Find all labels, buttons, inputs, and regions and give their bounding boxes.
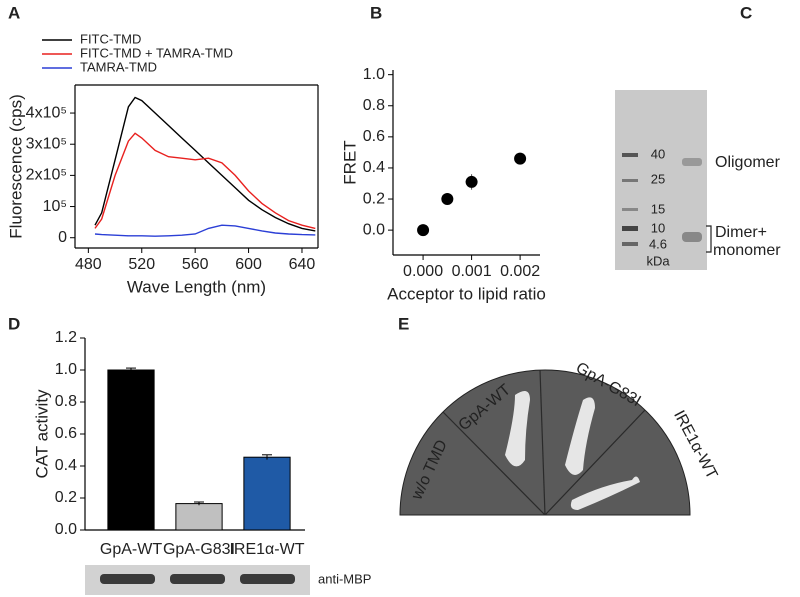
y-tick-label: 0.6 (55, 425, 77, 442)
panel-letter: E (398, 314, 409, 333)
line-series (94, 224, 316, 237)
unit-label: kDa (646, 253, 670, 268)
panel-letter: B (370, 3, 382, 22)
y-tick-label: 0.0 (55, 521, 77, 538)
legend-label: FITC-TMD + TAMRA-TMD (80, 45, 233, 60)
colony (505, 391, 530, 467)
marker-band (622, 208, 638, 211)
y-tick-label: 1.0 (363, 66, 385, 83)
y-tick-label: 1.0 (55, 361, 77, 378)
x-tick-label: GpA-G83I (163, 541, 235, 558)
y-tick-label: 0 (58, 229, 67, 246)
point (417, 224, 430, 237)
point (441, 193, 454, 206)
gel-bands (622, 153, 702, 246)
y-tick-label: 0.0 (363, 221, 385, 238)
x-axis-label: Acceptor to lipid ratio (387, 284, 546, 303)
x-axis-label: Wave Length (nm) (127, 277, 266, 296)
point (465, 175, 478, 188)
bracket (706, 225, 712, 253)
x-tick-label: 560 (182, 256, 209, 273)
marker-label: 40 (651, 146, 665, 161)
panel-letter: C (740, 3, 752, 22)
y-tick-label: 0.2 (363, 190, 385, 207)
line-series (94, 132, 316, 230)
blot-band (170, 574, 225, 584)
sector-lines (442, 369, 646, 516)
x-tick-label: 520 (128, 256, 155, 273)
legend-label: TAMRA-TMD (80, 59, 157, 74)
y-tick-label: 0.6 (363, 128, 385, 145)
point (514, 152, 527, 165)
y-tick-label: 0.4 (55, 457, 77, 474)
marker-label: 4.6 (649, 236, 667, 251)
bar (243, 456, 291, 531)
band-label: monomer (713, 242, 781, 259)
line-series (94, 96, 316, 232)
marker-label: 15 (651, 201, 665, 216)
x-tick-label: GpA-WT (100, 541, 162, 558)
marker-label: 25 (651, 171, 665, 186)
x-tick-label: 600 (235, 256, 262, 273)
marker-label: 10 (651, 220, 665, 235)
y-tick-label: 10⁵ (43, 198, 67, 215)
y-tick-label: 3x10⁵ (26, 135, 67, 152)
legend-label: FITC-TMD (80, 31, 141, 46)
marker-band (622, 226, 638, 231)
y-axis-label: FRET (340, 140, 359, 184)
y-tick-label: 0.2 (55, 489, 77, 506)
bar (107, 369, 155, 531)
x-tick-label: 0.002 (500, 263, 540, 280)
x-tick-label: 0.001 (452, 263, 492, 280)
band-label: Oligomer (715, 154, 781, 171)
panel-letter: D (8, 314, 20, 333)
x-tick-label: IRE1α-WT (229, 541, 304, 558)
y-tick-label: 1.2 (55, 329, 77, 346)
blot-label: anti-MBP (318, 571, 371, 586)
colony (565, 397, 595, 475)
panel-letter: A (8, 3, 20, 22)
blot-band (240, 574, 295, 584)
y-axis-label: CAT activity (32, 389, 51, 479)
y-tick-label: 0.8 (363, 97, 385, 114)
y-tick-label: 0.8 (55, 393, 77, 410)
marker-band (622, 179, 638, 182)
blot-band (100, 574, 155, 584)
y-tick-label: 0.4 (363, 159, 385, 176)
marker-band (622, 242, 638, 246)
x-tick-label: 0.000 (403, 263, 443, 280)
x-tick-label: 480 (75, 256, 102, 273)
y-tick-label: 2x10⁵ (26, 167, 67, 184)
band-label: Dimer+ (715, 224, 767, 241)
bar (175, 503, 223, 531)
x-tick-label: 640 (289, 256, 316, 273)
sample-band (682, 158, 702, 166)
y-tick-label: 4x10⁵ (26, 104, 67, 121)
y-axis-label: Fluorescence (cps) (6, 94, 25, 239)
marker-band (622, 153, 638, 157)
colony (570, 476, 640, 510)
sample-band (682, 232, 702, 242)
plate (399, 369, 691, 516)
